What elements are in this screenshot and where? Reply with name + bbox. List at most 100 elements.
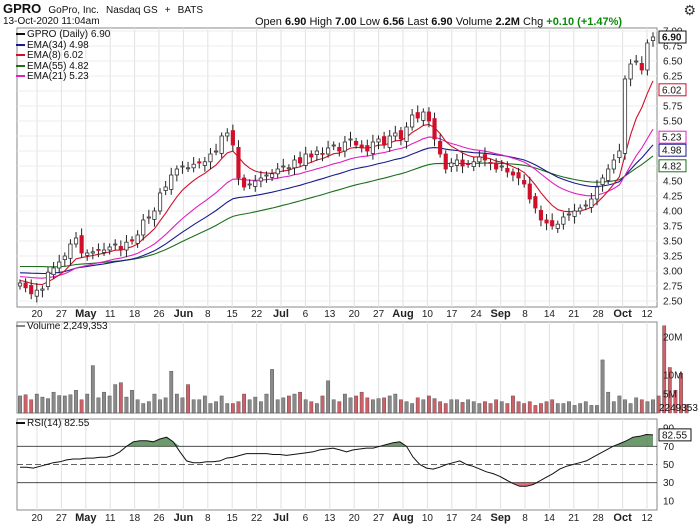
volume-bar bbox=[483, 401, 487, 414]
volume-bar bbox=[158, 399, 162, 414]
x-tick-label: 26 bbox=[153, 513, 165, 524]
x-tick-label: 27 bbox=[56, 513, 68, 524]
volume-bar bbox=[23, 394, 28, 414]
volume-bar bbox=[623, 399, 627, 414]
x-tick-label: 20 bbox=[349, 513, 361, 524]
volume-bar bbox=[337, 401, 342, 414]
price-tag: 4.98 bbox=[658, 143, 687, 157]
y-tick-label: 3.00 bbox=[663, 267, 683, 278]
volume-bar bbox=[236, 401, 241, 414]
candle-body bbox=[337, 146, 342, 152]
volume-bar bbox=[634, 397, 639, 414]
candle-body bbox=[17, 282, 23, 287]
x-tick-label: 8 bbox=[522, 513, 528, 524]
volume-tick-label: 20M bbox=[663, 333, 682, 344]
volume-bar bbox=[578, 403, 583, 414]
volume-bar bbox=[354, 395, 358, 414]
data-source: BATS bbox=[177, 5, 204, 16]
volume-bar bbox=[359, 391, 364, 414]
volume-bar bbox=[74, 390, 78, 414]
chart-header: GPRO GoPro, Inc. Nasdaq GS + BATS bbox=[3, 1, 204, 16]
x-tick-label: Sep bbox=[491, 308, 511, 320]
candle-body bbox=[96, 248, 101, 251]
candle-body bbox=[275, 168, 280, 175]
candle-body bbox=[230, 130, 235, 146]
x-tick-label: Oct bbox=[613, 512, 632, 524]
candle-body bbox=[572, 210, 577, 217]
candle-body bbox=[611, 159, 616, 170]
volume-bar bbox=[471, 401, 476, 414]
volume-bar bbox=[399, 399, 403, 414]
volume-bar bbox=[499, 401, 504, 414]
candle-body bbox=[68, 243, 73, 259]
volume-bar bbox=[281, 397, 286, 414]
candle-body bbox=[639, 63, 644, 71]
rsi-last-box bbox=[658, 428, 692, 442]
candle-body bbox=[213, 150, 219, 153]
volume-frame bbox=[16, 321, 658, 414]
price-frame bbox=[16, 27, 658, 308]
y-tick-label: 4.25 bbox=[663, 192, 683, 203]
candle-body bbox=[269, 173, 275, 178]
x-tick-label: 21 bbox=[568, 513, 580, 524]
y-tick-label: 2.50 bbox=[663, 297, 683, 308]
candle-body bbox=[460, 159, 465, 167]
volume-bar bbox=[656, 395, 661, 414]
candle-body bbox=[309, 153, 314, 158]
price-tag-label: 6.90 bbox=[662, 33, 682, 44]
candle-body bbox=[129, 239, 135, 242]
x-tick-label: 22 bbox=[251, 513, 263, 524]
gear-icon[interactable]: ⚙ bbox=[683, 2, 696, 18]
x-tick-label: 8 bbox=[205, 513, 211, 524]
ema21-line bbox=[19, 128, 654, 279]
x-tick-label: Oct bbox=[613, 308, 632, 320]
legend-item-ema55: EMA(55) 4.82 bbox=[16, 61, 110, 73]
price-tag-label: 5.23 bbox=[662, 133, 682, 144]
volume-bar bbox=[68, 394, 73, 414]
price-tag: 4.82 bbox=[658, 159, 687, 173]
volume-bar bbox=[180, 397, 185, 414]
volume-bar bbox=[427, 395, 431, 414]
candle-body bbox=[23, 282, 28, 289]
candle-body bbox=[594, 186, 600, 200]
volume-bar bbox=[387, 395, 392, 414]
volume-bar bbox=[527, 401, 532, 414]
last-value: 6.90 bbox=[431, 16, 453, 28]
x-tick-label: 12 bbox=[641, 513, 653, 524]
x-tick-label: 18 bbox=[129, 309, 141, 320]
price-tag-label: 4.98 bbox=[662, 146, 682, 157]
volume-bar bbox=[96, 397, 101, 414]
candle-body bbox=[454, 159, 460, 166]
volume-bar bbox=[432, 398, 437, 414]
candle-body bbox=[606, 168, 611, 181]
volume-bar bbox=[40, 396, 45, 414]
x-tick-label: 27 bbox=[56, 309, 68, 320]
candle-body bbox=[382, 136, 387, 146]
x-tick-label: 28 bbox=[593, 513, 605, 524]
candle-body bbox=[219, 135, 224, 154]
y-tick-label: 5.50 bbox=[663, 117, 683, 128]
candle-body bbox=[118, 245, 123, 251]
volume-bar bbox=[606, 391, 611, 414]
candle-body bbox=[124, 241, 129, 251]
candle-body bbox=[589, 198, 594, 208]
candle-body bbox=[449, 162, 454, 167]
candle-body bbox=[253, 180, 258, 187]
candle-body bbox=[505, 167, 510, 173]
volume-bar bbox=[264, 393, 269, 414]
y-tick-label: 6.50 bbox=[663, 57, 683, 68]
volume-bar bbox=[124, 396, 129, 414]
candle-body bbox=[241, 177, 247, 188]
candle-body bbox=[398, 130, 404, 140]
volume-bar bbox=[410, 403, 415, 414]
volume-bar bbox=[595, 405, 599, 414]
volume-bar bbox=[292, 393, 297, 414]
volume-bar bbox=[107, 395, 112, 414]
candle-body bbox=[180, 165, 185, 168]
candle-body bbox=[169, 174, 174, 190]
volume-legend: Volume 2,249,353 bbox=[16, 321, 108, 333]
volume-bar bbox=[466, 399, 471, 414]
candle-body bbox=[34, 289, 39, 297]
candle-body bbox=[600, 177, 605, 185]
